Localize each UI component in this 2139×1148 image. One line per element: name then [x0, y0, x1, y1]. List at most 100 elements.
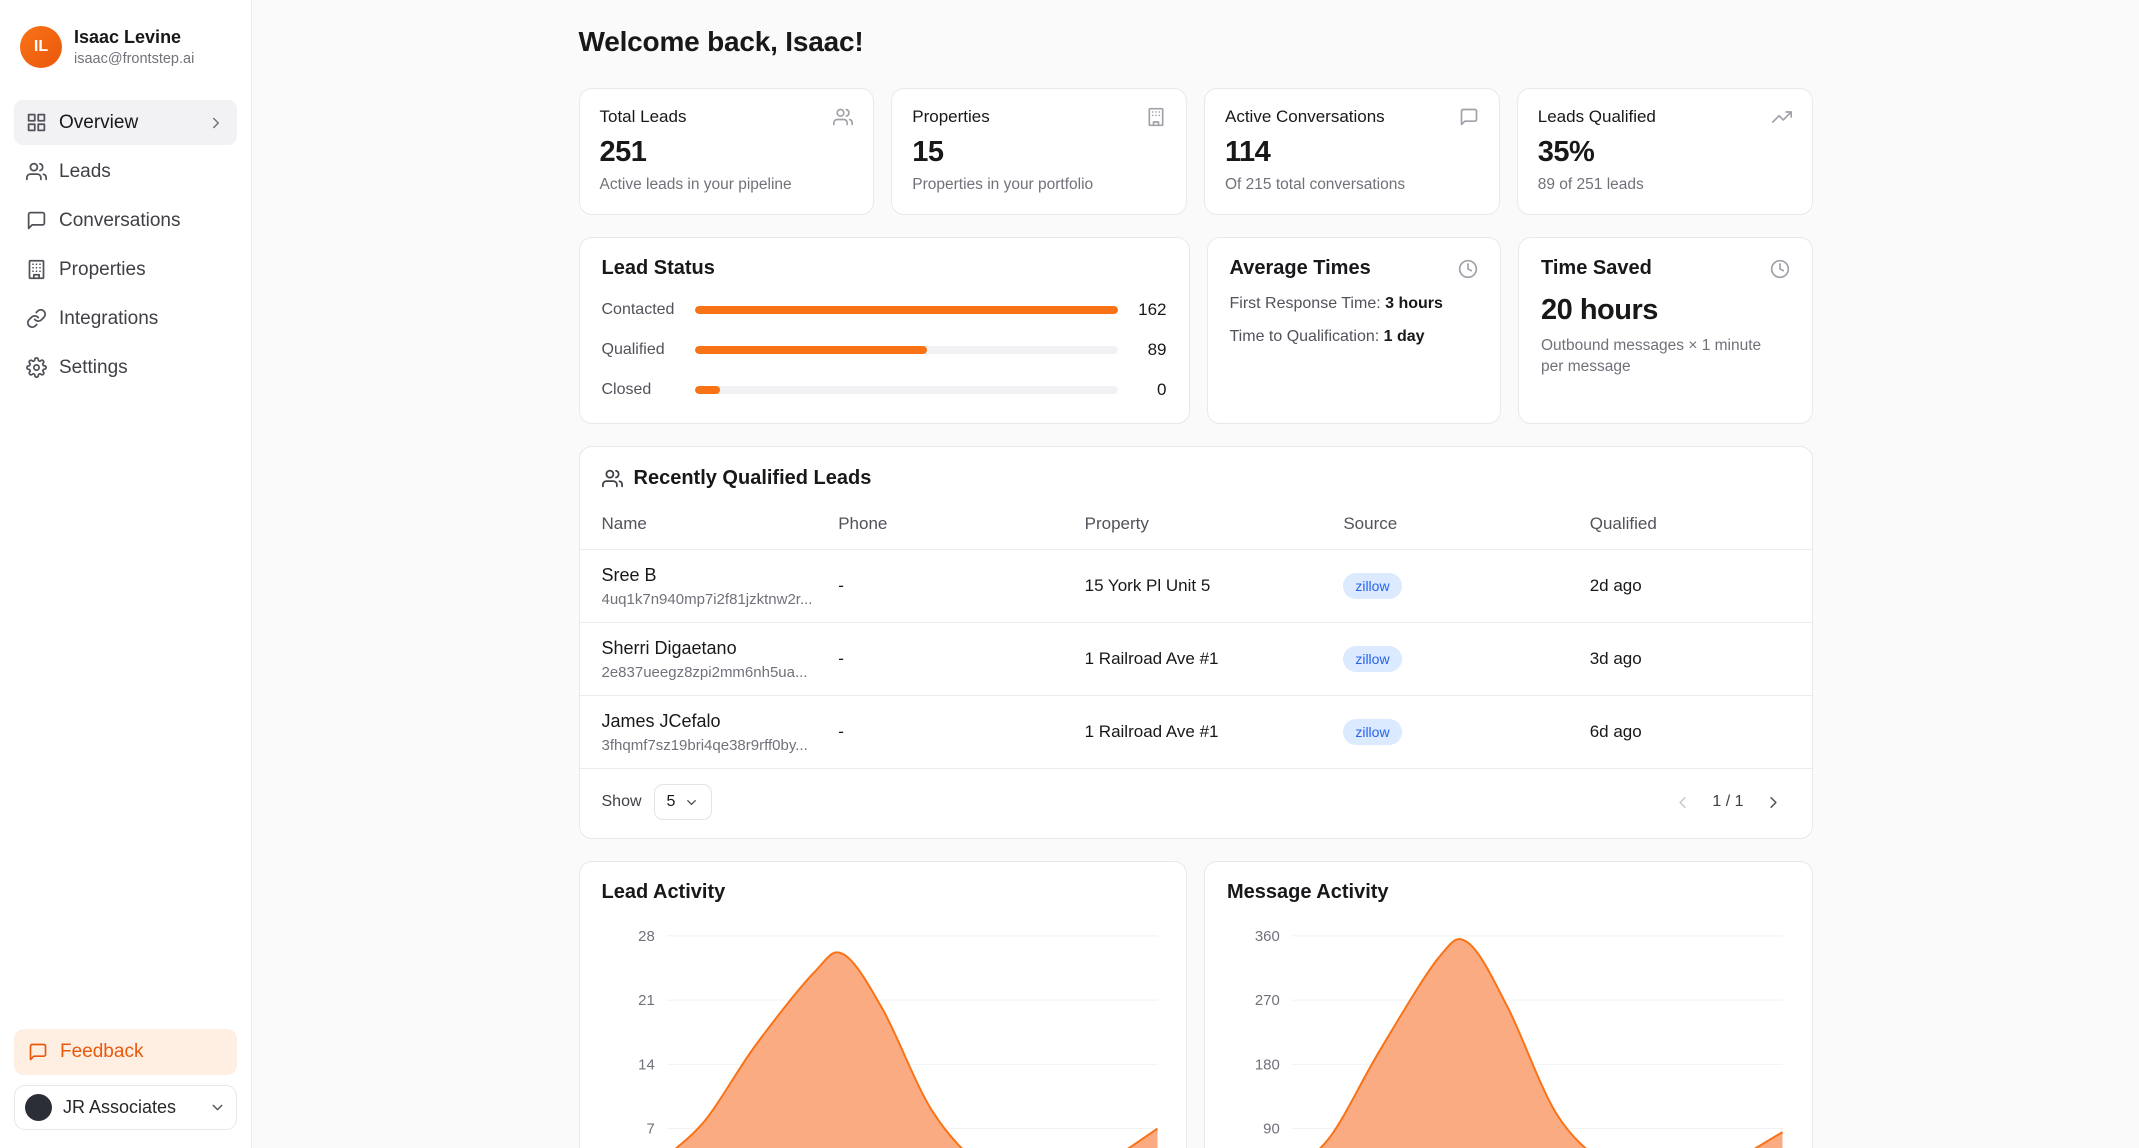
page-title: Welcome back, Isaac!	[578, 26, 864, 57]
svg-text:270: 270	[1255, 992, 1280, 1009]
column-header-property[interactable]: Property	[1084, 506, 1344, 550]
lead-phone: -	[838, 549, 1085, 623]
stat-card-properties: Properties 15 Properties in your portfol…	[891, 88, 1187, 215]
table-row[interactable]: Sree B 4uq1k7n940mp7i2f81jzktnw2r... - 15…	[579, 549, 1812, 623]
status-row-qualified: Qualified 89	[601, 340, 1167, 359]
average-times-card: Average Times First Response Time: 3 hou…	[1206, 237, 1501, 424]
next-page-button[interactable]	[1758, 786, 1790, 818]
column-header-source[interactable]: Source	[1343, 506, 1590, 550]
svg-text:360: 360	[1255, 928, 1280, 945]
svg-text:14: 14	[638, 1056, 655, 1073]
lead-activity-chart: 07142128Nov 10Nov 17Nov 24Dec 1	[602, 916, 1165, 1148]
page-indicator: 1 / 1	[1712, 793, 1744, 810]
lead-name: Sherri Digaetano	[601, 637, 737, 658]
stat-label: Active Conversations	[1225, 107, 1385, 126]
table-row[interactable]: James JCefalo 3fhqmf7sz19bri4qe38r9rff0by…	[579, 695, 1812, 769]
page-size-select[interactable]: 5	[653, 784, 713, 820]
stat-label: Total Leads	[599, 107, 687, 126]
lead-name: James JCefalo	[601, 710, 721, 731]
table-title: Recently Qualified Leads	[633, 467, 872, 489]
message-activity-chart: 090180270360Nov 10Nov 17Nov 24Dec 1	[1227, 916, 1790, 1148]
sidebar-item-conversations[interactable]: Conversations	[14, 198, 237, 243]
clock-icon	[1770, 259, 1790, 279]
column-header-name[interactable]: Name	[579, 506, 839, 550]
clock-icon	[1458, 259, 1478, 279]
stat-label: Leads Qualified	[1537, 107, 1656, 126]
lead-id: 4uq1k7n940mp7i2f81jzktnw2r...	[601, 590, 813, 608]
time-saved-subtext: Outbound messages × 1 minute per message	[1541, 337, 1762, 375]
first-response-time: First Response Time: 3 hours	[1229, 295, 1443, 312]
sidebar-item-settings[interactable]: Settings	[14, 345, 237, 390]
stat-card-leads-qualified: Leads Qualified 35% 89 of 251 leads	[1516, 88, 1813, 215]
time-to-qualification: Time to Qualification: 1 day	[1229, 328, 1425, 345]
stat-card-active-conversations: Active Conversations 114 Of 215 total co…	[1204, 88, 1500, 215]
sidebar-item-label: Conversations	[59, 209, 181, 231]
chevron-right-icon	[207, 114, 225, 132]
stats-row: Total Leads 251 Active leads in your pip…	[578, 88, 1813, 215]
gear-icon	[26, 357, 47, 378]
sidebar-item-overview[interactable]: Overview	[14, 100, 237, 145]
column-header-qualified[interactable]: Qualified	[1589, 506, 1812, 550]
main-area: Welcome back, Isaac! Total Leads 251 Act…	[252, 0, 2139, 1148]
sidebar-item-label: Leads	[59, 160, 111, 182]
progress-bar	[694, 346, 1118, 354]
stat-subtext: Active leads in your pipeline	[599, 176, 792, 193]
lead-id: 2e837ueegz8zpi2mm6nh5ua...	[601, 663, 808, 681]
sidebar-item-label: Overview	[59, 111, 139, 133]
lead-activity-card: Lead Activity 07142128Nov 10Nov 17Nov 24…	[578, 861, 1187, 1148]
table-row[interactable]: Sherri Digaetano 2e837ueegz8zpi2mm6nh5ua.…	[579, 622, 1812, 696]
workspace-switcher[interactable]: JR Associates	[14, 1085, 237, 1130]
user-avatar: IL	[20, 26, 62, 68]
grid-icon	[26, 112, 47, 133]
feedback-button[interactable]: Feedback	[14, 1029, 237, 1075]
building-icon	[1146, 107, 1166, 127]
chart-title: Lead Activity	[601, 881, 726, 903]
time-saved-card: Time Saved 20 hours Outbound messages × …	[1518, 237, 1813, 424]
lead-phone: -	[838, 622, 1085, 696]
chat-icon	[1459, 107, 1479, 127]
stat-subtext: Of 215 total conversations	[1225, 176, 1406, 193]
summary-row: Lead Status Contacted 162 Qualified 89 C…	[578, 237, 1813, 424]
progress-bar	[694, 386, 1118, 394]
table-header-row: Name Phone Property Source Qualified	[579, 506, 1812, 550]
stat-label: Properties	[912, 107, 990, 126]
leads-table: Name Phone Property Source Qualified Sre…	[579, 506, 1812, 769]
chart-title: Message Activity	[1227, 881, 1389, 903]
sidebar-item-label: Integrations	[59, 307, 159, 329]
user-block[interactable]: IL Isaac Levine isaac@frontstep.ai	[14, 20, 237, 74]
chat-icon	[28, 1042, 48, 1062]
lead-property: 15 York Pl Unit 5	[1084, 549, 1344, 623]
message-activity-card: Message Activity 090180270360Nov 10Nov 1…	[1204, 861, 1813, 1148]
lead-phone: -	[838, 695, 1085, 769]
time-saved-title: Time Saved	[1541, 257, 1652, 279]
sidebar-item-label: Properties	[59, 258, 146, 280]
stat-value: 114	[1225, 136, 1271, 168]
time-saved-value: 20 hours	[1541, 294, 1658, 326]
average-times-title: Average Times	[1229, 257, 1371, 279]
column-header-phone[interactable]: Phone	[838, 506, 1085, 550]
source-badge: zillow	[1343, 646, 1402, 672]
status-row-contacted: Contacted 162	[601, 300, 1167, 319]
stat-value: 35%	[1537, 136, 1595, 168]
svg-text:7: 7	[646, 1121, 654, 1138]
chevron-down-icon	[209, 1099, 226, 1116]
sidebar-item-properties[interactable]: Properties	[14, 247, 237, 292]
user-email: isaac@frontstep.ai	[74, 51, 195, 68]
svg-text:21: 21	[638, 992, 655, 1009]
lead-status-title: Lead Status	[601, 257, 715, 279]
sidebar: IL Isaac Levine isaac@frontstep.ai Overv…	[0, 0, 252, 1148]
lead-qualified-time: 6d ago	[1589, 695, 1812, 769]
previous-page-button[interactable]	[1666, 786, 1698, 818]
users-icon	[26, 161, 47, 182]
lead-property: 1 Railroad Ave #1	[1084, 622, 1344, 696]
sidebar-item-leads[interactable]: Leads	[14, 149, 237, 194]
stat-subtext: 89 of 251 leads	[1537, 176, 1644, 193]
source-badge: zillow	[1343, 719, 1402, 745]
trending-up-icon	[1771, 107, 1792, 127]
source-badge: zillow	[1343, 573, 1402, 599]
stat-value: 15	[912, 136, 944, 168]
users-icon	[833, 107, 854, 127]
lead-id: 3fhqmf7sz19bri4qe38r9rff0by...	[601, 736, 808, 754]
sidebar-item-integrations[interactable]: Integrations	[14, 296, 237, 341]
progress-bar	[694, 306, 1118, 314]
